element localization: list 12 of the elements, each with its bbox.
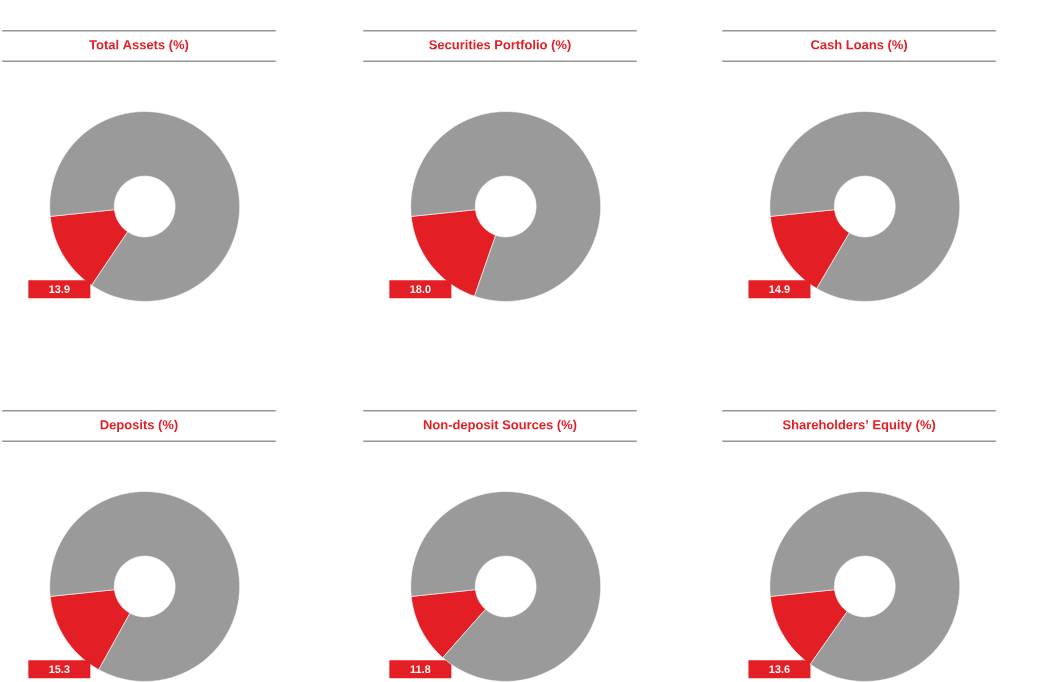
chart-title: Shareholders’ Equity (%) — [782, 419, 936, 432]
chart-title: Total Assets (%) — [89, 39, 189, 52]
chart-title: Securities Portfolio (%) — [429, 39, 571, 52]
data-label: 13.9 — [49, 285, 70, 294]
chart-title: Cash Loans (%) — [811, 39, 908, 52]
data-label: 18.0 — [410, 285, 431, 294]
data-label: 15.3 — [49, 665, 70, 674]
data-label: 11.8 — [410, 665, 431, 674]
chart-title: Deposits (%) — [100, 419, 178, 432]
data-label: 13.6 — [769, 665, 790, 674]
chart-title: Non-deposit Sources (%) — [423, 419, 577, 432]
data-label: 14.9 — [769, 285, 790, 294]
